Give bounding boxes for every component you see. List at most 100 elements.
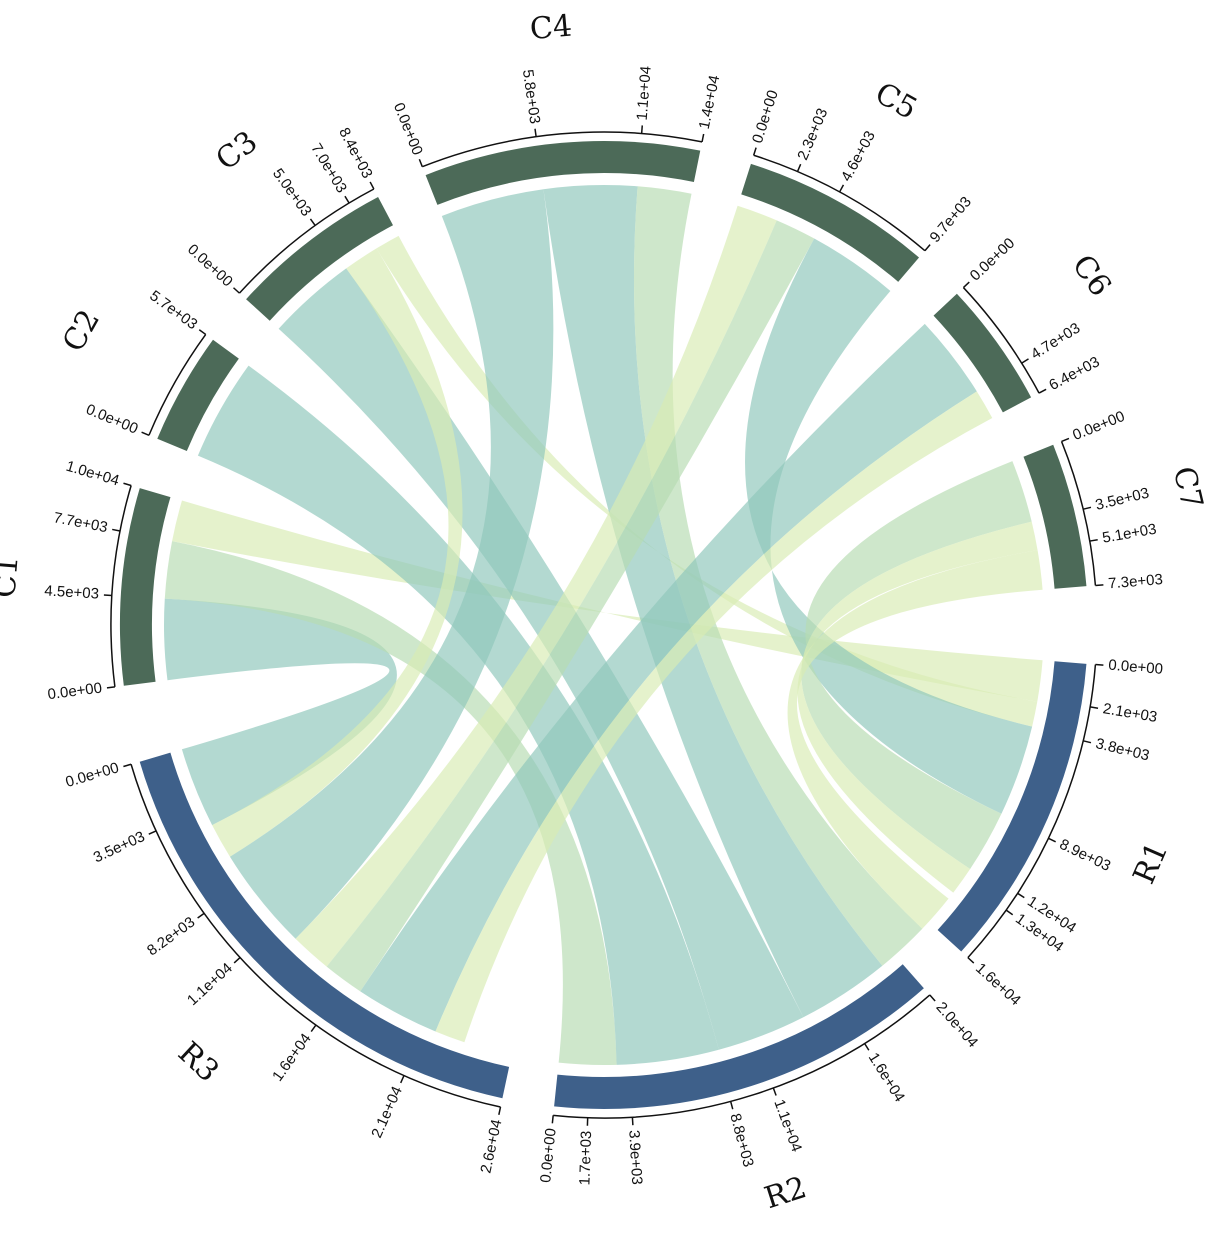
tick-mark [123, 482, 132, 487]
segment-block-c1 [119, 488, 171, 686]
tick-label: 8.2e+03 [144, 914, 198, 960]
ribbon-c1-r2 [164, 541, 617, 1065]
tick-mark [551, 1115, 554, 1124]
segment-label-c5: C5 [869, 76, 923, 127]
tick-label: 0.0e+00 [390, 101, 426, 158]
axis-arc-c5 [753, 154, 926, 252]
axis-arc-c1 [110, 485, 132, 687]
tick-mark [838, 184, 845, 193]
ribbon-c7-r2 [787, 550, 1043, 929]
tick-label: 0.0e+00 [47, 680, 103, 704]
tick-label: 2.1e+03 [1102, 700, 1159, 726]
axis-arc-c6 [962, 287, 1040, 394]
segment-label-r2: R2 [760, 1170, 810, 1216]
segment-label-c2: C2 [56, 304, 107, 358]
tick-label: 4.6e+03 [838, 128, 879, 184]
tick-label: 2.0e+04 [932, 999, 981, 1051]
segment-label-r3: R3 [171, 1035, 225, 1089]
tick-label: 6.4e+03 [1046, 353, 1102, 394]
ribbon-c1-r3 [164, 598, 397, 826]
tick-mark [123, 763, 132, 768]
axis-arc-c7 [1060, 441, 1097, 586]
tick-label: 1.6e+04 [972, 960, 1024, 1009]
tick-mark [1005, 909, 1014, 916]
axis-arc-c4 [422, 131, 703, 168]
ribbon-c5-r3 [295, 205, 777, 967]
tick-mark [400, 1075, 405, 1084]
tick-mark [1021, 358, 1029, 364]
tick-mark [752, 147, 757, 156]
tick-label: 3.5e+03 [91, 828, 148, 866]
segment-label-c3: C3 [210, 124, 265, 177]
tick-mark [369, 181, 375, 190]
segment-block-c6 [933, 293, 1032, 413]
tick-label: 3.5e+03 [1094, 485, 1151, 514]
ribbon-c5-r3 [326, 220, 815, 992]
segment-block-c3 [246, 196, 394, 321]
segment-block-r1 [937, 661, 1087, 952]
tick-label: 5.8e+03 [519, 68, 543, 124]
ribbon-c3-r2 [278, 268, 804, 1050]
ribbon-c4-r3 [229, 189, 554, 939]
tick-mark [141, 431, 150, 436]
ribbon-layer [164, 185, 1043, 1065]
tick-mark [418, 158, 423, 167]
ribbon-c3-r3 [212, 248, 463, 857]
tick-label: 0.0e+00 [749, 88, 782, 145]
tick-mark [148, 830, 157, 835]
tick-label: 0.0e+00 [537, 1127, 560, 1183]
axis-arc-c3 [238, 188, 375, 294]
segment-label-c7: C7 [1166, 463, 1210, 512]
segment-block-c2 [157, 339, 239, 452]
segment-label-c6: C6 [1065, 249, 1118, 304]
tick-mark [1048, 837, 1056, 843]
tick-label: 1.4e+04 [696, 74, 724, 131]
tick-label: 8.9e+03 [1057, 836, 1114, 875]
ribbon-c7-r1 [801, 461, 1032, 870]
axis-arc-r3 [130, 764, 501, 1108]
tick-mark [344, 195, 350, 204]
tick-label: 0.0e+00 [184, 241, 236, 290]
tick-mark [197, 912, 205, 919]
tick-mark [701, 133, 705, 143]
axis-arc-c2 [148, 334, 207, 436]
tick-mark [198, 329, 207, 336]
tick-label: 1.0e+04 [64, 458, 121, 490]
ribbon-c7-r1 [797, 521, 1038, 893]
tick-mark [106, 686, 115, 689]
segment-block-c7 [1023, 444, 1087, 589]
tick-label: 0.0e+00 [1070, 408, 1127, 444]
tick-label: 2.1e+04 [368, 1084, 406, 1141]
tick-mark [1017, 892, 1025, 899]
tick-label: 4.7e+03 [1028, 320, 1083, 363]
tick-mark [967, 957, 975, 964]
tick-label: 5.1e+03 [1101, 521, 1158, 547]
tick-label: 7.3e+03 [1108, 571, 1164, 592]
tick-mark [796, 163, 802, 172]
tick-mark [1083, 740, 1092, 744]
tick-mark [1038, 388, 1047, 394]
tick-label: 5.0e+03 [269, 165, 315, 219]
tick-label: 3.8e+03 [1094, 735, 1151, 764]
tick-mark [1090, 706, 1099, 709]
ribbon-c6-r3 [360, 323, 977, 1032]
tick-mark [772, 1087, 777, 1096]
tick-mark [1061, 437, 1070, 443]
tick-label: 1.1e+04 [634, 65, 655, 121]
tick-label: 1.6e+04 [865, 1050, 908, 1105]
tick-label: 1.1e+04 [184, 960, 236, 1009]
tick-label: 1.1e+04 [770, 1097, 805, 1154]
segment-label-r1: R1 [1127, 837, 1176, 889]
axis-arc-r1 [967, 664, 1097, 959]
tick-label: 8.8e+03 [726, 1112, 756, 1169]
tick-label: 3.9e+03 [625, 1130, 645, 1186]
tick-mark [1095, 584, 1104, 587]
tick-label: 0.0e+00 [64, 759, 121, 791]
tick-label: 4.5e+03 [44, 582, 100, 602]
tick-mark [534, 128, 537, 137]
tick-mark [233, 956, 241, 964]
tick-mark [112, 528, 121, 532]
tick-mark [924, 244, 931, 252]
